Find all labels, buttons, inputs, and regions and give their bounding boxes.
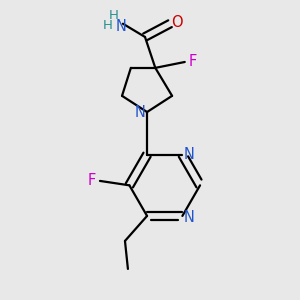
Text: N: N [116,19,127,34]
Text: F: F [88,173,96,188]
Text: H: H [103,19,112,32]
Text: F: F [189,55,197,70]
Text: N: N [183,210,194,225]
Text: H: H [109,9,118,22]
Text: N: N [134,104,145,119]
Text: O: O [171,15,182,30]
Text: N: N [183,147,194,162]
